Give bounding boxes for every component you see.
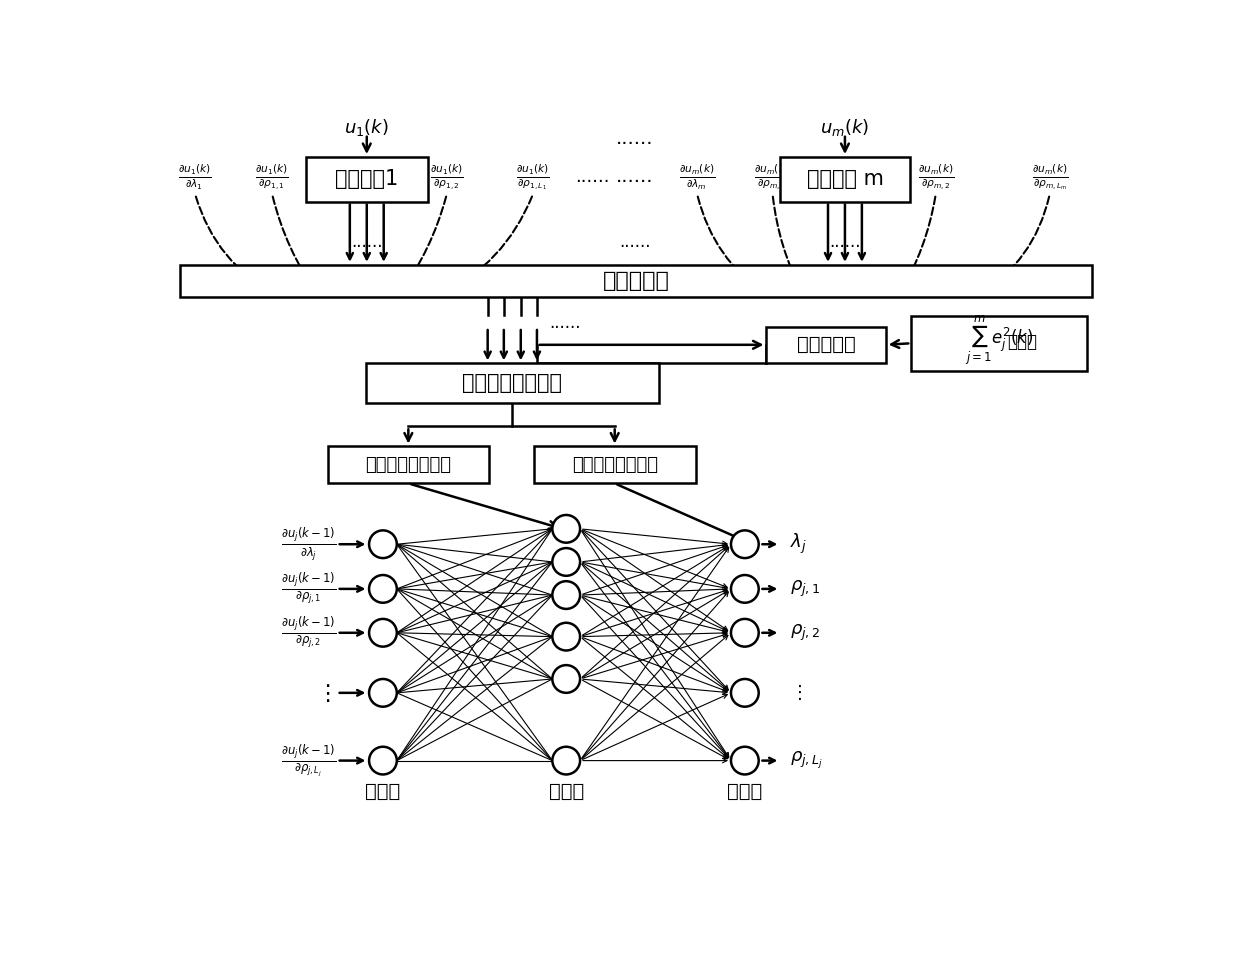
Circle shape [552,548,580,576]
Text: $\frac{\partial u_j(k-1)}{\partial \lambda_j}$: $\frac{\partial u_j(k-1)}{\partial \lamb… [281,526,337,563]
Circle shape [730,575,759,603]
Text: 梯度信息集: 梯度信息集 [603,271,670,291]
Circle shape [552,622,580,651]
Text: 更新隐含层权系数: 更新隐含层权系数 [366,456,451,474]
Text: 梯度信息 m: 梯度信息 m [806,169,883,189]
Bar [327,446,490,483]
Text: 系统误差反向传播: 系统误差反向传播 [463,373,562,393]
Circle shape [370,679,397,707]
Bar [534,446,696,483]
Text: $\sum_{j=1}^{m}e_j^2(k)$: $\sum_{j=1}^{m}e_j^2(k)$ [965,314,1033,367]
Text: $\rho_{j,1}$: $\rho_{j,1}$ [790,579,820,599]
Text: $\frac{\partial u_j(k-1)}{\partial \rho_{j,2}}$: $\frac{\partial u_j(k-1)}{\partial \rho_… [281,615,337,651]
Circle shape [730,531,759,558]
Circle shape [370,575,397,603]
Text: ......: ...... [619,233,651,250]
Text: $\frac{\partial u_j(k-1)}{\partial \rho_{j,1}}$: $\frac{\partial u_j(k-1)}{\partial \rho_… [281,571,337,607]
Text: ......: ...... [549,315,580,332]
Circle shape [730,747,759,774]
Text: $u_1(k)$: $u_1(k)$ [345,117,389,138]
Text: $\frac{\partial u_m(k)}{\partial \lambda_m}$: $\frac{\partial u_m(k)}{\partial \lambda… [680,162,715,192]
Circle shape [730,679,759,707]
Circle shape [552,665,580,693]
Text: $\frac{\partial u_1(k)}{\partial \rho_{1,L_1}}$: $\frac{\partial u_1(k)}{\partial \rho_{1… [516,163,551,192]
Text: $\frac{\partial u_1(k)}{\partial \rho_{1,1}}$: $\frac{\partial u_1(k)}{\partial \rho_{1… [255,163,289,192]
Text: $\vdots$: $\vdots$ [316,682,330,704]
Text: $\lambda_j$: $\lambda_j$ [790,532,806,556]
Text: $\frac{\partial u_m(k)}{\partial \rho_{m,1}}$: $\frac{\partial u_m(k)}{\partial \rho_{m… [754,163,791,192]
Text: $\rho_{j,L_j}$: $\rho_{j,L_j}$ [790,750,822,771]
Bar [180,265,1092,297]
Circle shape [552,515,580,543]
Circle shape [552,581,580,609]
Text: 隐含层: 隐含层 [548,782,584,801]
Text: 更新输出层权系数: 更新输出层权系数 [572,456,657,474]
Text: 输出层: 输出层 [727,782,763,801]
Text: $\frac{\partial u_m(k)}{\partial \rho_{m,L_m}}$: $\frac{\partial u_m(k)}{\partial \rho_{m… [1032,163,1068,192]
Bar [366,363,658,403]
Text: 最小化: 最小化 [1007,333,1037,351]
Bar [766,327,885,362]
Bar [306,157,428,202]
Circle shape [370,747,397,774]
Text: $\frac{\partial u_1(k)}{\partial \rho_{1,2}}$: $\frac{\partial u_1(k)}{\partial \rho_{1… [430,163,464,192]
Text: $\frac{\partial u_j(k-1)}{\partial \rho_{j,L_j}}$: $\frac{\partial u_j(k-1)}{\partial \rho_… [281,742,337,778]
Circle shape [370,618,397,647]
Text: 输入层: 输入层 [366,782,401,801]
Text: 梯度下降法: 梯度下降法 [796,335,856,355]
Bar [911,316,1086,371]
Text: ......: ...... [830,233,861,250]
Bar [780,157,910,202]
Text: $\vdots$: $\vdots$ [790,684,801,702]
Text: $\frac{\partial u_1(k)}{\partial \lambda_1}$: $\frac{\partial u_1(k)}{\partial \lambda… [179,162,212,192]
Text: ......: ...... [616,129,653,148]
Text: ......: ...... [575,168,610,186]
Text: ......: ...... [351,233,382,250]
Circle shape [370,531,397,558]
Text: $\rho_{j,2}$: $\rho_{j,2}$ [790,622,820,643]
Circle shape [552,747,580,774]
Text: 梯度信息1: 梯度信息1 [335,169,398,189]
Text: $\frac{\partial u_m(k)}{\partial \rho_{m,2}}$: $\frac{\partial u_m(k)}{\partial \rho_{m… [918,163,954,192]
Text: $u_m(k)$: $u_m(k)$ [821,117,869,138]
Circle shape [730,618,759,647]
Text: ......: ...... [616,168,653,186]
